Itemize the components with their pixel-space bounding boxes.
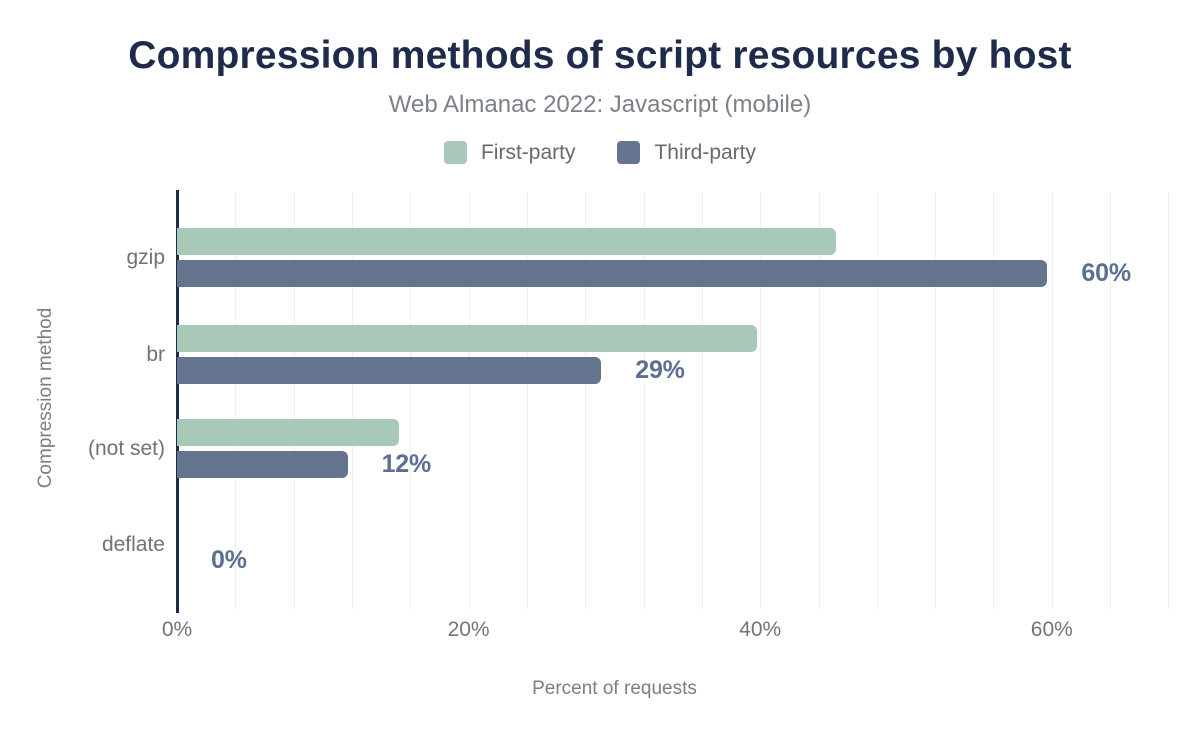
gridline	[410, 192, 411, 609]
x-axis-title: Percent of requests	[532, 678, 697, 699]
chart-title: Compression methods of script resources …	[128, 34, 1072, 77]
bar-third-party-gzip[interactable]	[177, 260, 1048, 287]
legend-item-third-party: Third-party	[617, 141, 756, 164]
value-label-not-set: 12%	[381, 450, 432, 478]
legend-item-first-party: First-party	[443, 141, 576, 164]
chart-subtitle: Web Almanac 2022: Javascript (mobile)	[388, 91, 812, 118]
gridline	[935, 192, 936, 609]
gridline	[469, 192, 470, 609]
x-tick-label-0: 0%	[161, 618, 193, 641]
bar-third-party-not-set[interactable]	[177, 451, 348, 478]
value-label-deflate: 0%	[211, 546, 247, 574]
gridline	[702, 192, 703, 609]
legend-swatch-first-party	[443, 141, 467, 164]
x-tick-label-20: 20%	[447, 618, 490, 641]
category-label-not-set: (not set)	[87, 437, 165, 460]
gridline	[585, 192, 586, 609]
bar-first-party-gzip[interactable]	[177, 228, 837, 255]
value-label-gzip: 60%	[1081, 259, 1131, 287]
bar-third-party-br[interactable]	[177, 357, 602, 384]
category-label-gzip: gzip	[126, 246, 165, 269]
category-label-deflate: deflate	[101, 533, 165, 556]
legend: First-party Third-party	[0, 141, 1200, 164]
legend-label-third-party: Third-party	[654, 141, 757, 164]
gridline	[294, 192, 295, 609]
legend-label-first-party: First-party	[480, 141, 576, 164]
gridline	[993, 192, 994, 609]
legend-swatch-third-party	[617, 141, 641, 164]
gridline	[877, 192, 878, 609]
x-tick-label-60: 60%	[1030, 618, 1073, 641]
gridline	[352, 192, 353, 609]
value-label-br: 29%	[635, 356, 685, 384]
gridline	[235, 192, 236, 609]
y-axis-line	[176, 190, 179, 613]
gridline	[527, 192, 528, 609]
y-axis-title: Compression method	[35, 307, 56, 489]
category-label-br: br	[146, 343, 165, 366]
gridline	[1110, 192, 1111, 609]
bar-first-party-br[interactable]	[177, 325, 758, 352]
bar-first-party-not-set[interactable]	[177, 419, 399, 446]
x-tick-label-40: 40%	[739, 618, 782, 641]
gridline	[819, 192, 820, 609]
gridline	[644, 192, 645, 609]
plot-area: 60% 29% 12% 0%	[176, 190, 1185, 613]
gridline	[760, 192, 761, 609]
gridline	[1168, 192, 1169, 609]
gridline	[1052, 192, 1053, 609]
